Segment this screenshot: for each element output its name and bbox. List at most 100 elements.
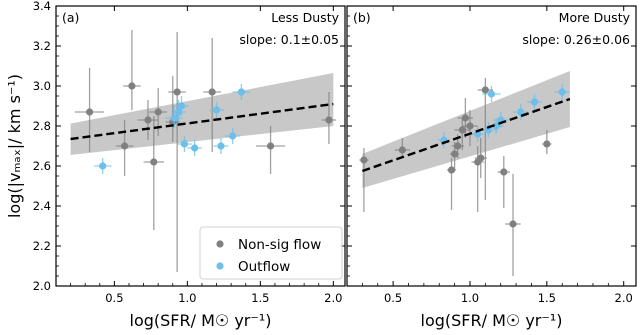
panel-b-outflow-marker-6 [517,108,525,116]
panel-b-outflow-marker-1 [474,130,482,138]
panel-b-outflow-point-8 [554,84,570,100]
panel-b-label: (b) [353,10,371,25]
panel-a-outflow-marker-4 [180,140,189,148]
panel-b-non-sig-flow-point-13 [542,130,552,154]
panel-a-x-tick-label-1: 1.0 [178,291,196,305]
y-axis-label: log(|vₘₐₓ|/ km s⁻¹) [5,74,24,218]
y-tick-label-6: 3.2 [33,39,51,53]
panel-a-non-sig-flow-marker-8 [208,88,216,96]
panel-a-non-sig-flow-marker-9 [266,142,275,150]
panel-a-label: (a) [62,10,79,25]
legend-label-non-sig-flow: Non-sig flow [238,237,321,253]
panel-b-non-sig-flow-point-10 [477,78,494,200]
panel-b-outflow-marker-7 [530,98,539,106]
panel-b-non-sig-flow-marker-7 [466,122,474,130]
panel-a-outflow-point-3 [174,96,189,116]
legend: Non-sig flow Outflow [199,226,343,280]
panel-a-outflow-marker-3 [177,102,186,110]
panel-b-data-points [359,78,570,276]
panel-a-data-points [74,30,337,272]
panel-b-x-tick-label-0: 0.5 [384,291,402,305]
panel-a-non-sig-flow-marker-1 [121,142,129,150]
panel-a-outflow-point-0 [93,158,112,174]
panel-a-fit-line [70,102,334,141]
panel-b-non-sig-flow-point-11 [497,156,510,208]
panel-b-outflow-marker-8 [558,88,566,96]
y-tick-label-0: 2.0 [33,279,51,293]
panel-a-outflow-point-2 [171,100,186,122]
panel-a-outflow-marker-9 [237,88,245,96]
panel-b-annotation: More Dusty [559,10,631,25]
panel-a-x-tick-label-0: 0.5 [105,291,123,305]
panel-a-outflow-point-4 [177,136,192,152]
panel-a-x-axis-label: log(SFR/ M☉ yr⁻¹) [130,311,272,330]
panel-a-outflow-point-1 [165,106,183,128]
panel-a-non-sig-flow-point-9 [255,126,286,174]
panel-b-slope: slope: 0.26±0.06 [522,32,630,47]
panel-b-non-sig-flow-marker-1 [398,146,406,154]
panel-a-non-sig-flow-point-2 [123,30,141,110]
panel-a-outflow-marker-6 [212,106,221,114]
panel-b-non-sig-flow-marker-10 [481,86,489,94]
panel-a-non-sig-flow-point-0 [74,68,105,152]
panel-b-non-sig-flow-marker-9 [477,154,485,162]
panel-a-outflow-point-8 [225,128,240,144]
panel-a-confidence-band [70,73,334,155]
panel-a-non-sig-flow-marker-4 [150,158,158,166]
panel-a-axes: 0.5 1.0 1.5 2.0 2.0 2.2 2.4 2.6 2.8 3.0 3.2 3.4 [33,0,345,305]
panel-a-non-sig-flow-marker-2 [128,82,136,90]
panel-a-non-sig-flow-point-8 [203,38,221,152]
panel-a-outflow-marker-8 [229,132,237,140]
panel-b-non-sig-flow-marker-12 [509,220,517,228]
panel-b-non-sig-flow-point-0 [359,148,369,212]
panel-a-non-sig-flow-point-10 [321,92,337,144]
panel-b-axes: 0.5 1.0 1.5 2.0 [346,5,636,305]
panel-b-non-sig-flow-point-7 [462,110,478,146]
panel-b-outflow-point-2 [482,122,495,138]
y-tick-label-3: 2.6 [33,159,51,173]
panel-b-fit-line [361,97,571,173]
panel-a-x-tick-label-2: 1.5 [251,291,269,305]
legend-box [199,226,343,280]
panel-b-non-sig-flow-marker-5 [458,126,466,134]
panel-a-x-tick-label-3: 2.0 [324,291,342,305]
panel-a-non-sig-flow-point-7 [168,32,186,272]
panel-b-outflow-point-6 [513,104,529,120]
panel-b-outflow-marker-3 [487,90,496,98]
panel-a-outflow-point-6 [209,102,224,118]
panel-b-x-axis-label: log(SFR/ M☉ yr⁻¹) [421,311,563,330]
panel-a-outflow-marker-2 [175,108,183,116]
legend-marker-outflow [216,262,224,270]
panel-a-non-sig-flow-point-3 [137,100,159,140]
panel-b-outflow-point-3 [482,86,501,102]
panel-a-outflow-marker-1 [170,114,178,122]
y-tick-label-2: 2.4 [33,199,51,213]
panel-b-x-tick-label-3: 2.0 [615,291,633,305]
panel-b-non-sig-flow-point-12 [505,174,521,276]
panel-a-outflow-point-9 [232,84,251,100]
y-tick-label-4: 2.8 [33,119,51,133]
panel-b-non-sig-flow-marker-6 [461,114,469,122]
panel-a-non-sig-flow-marker-3 [144,116,152,124]
panel-a-outflow-marker-7 [217,142,225,150]
legend-label-outflow: Outflow [238,259,290,275]
panel-b-non-sig-flow-marker-3 [451,150,459,158]
panel-a-non-sig-flow-marker-10 [325,116,333,124]
y-tick-label-7: 3.4 [33,0,51,13]
panel-a-outflow-marker-5 [191,144,199,152]
panel-b: 0.5 1.0 1.5 2.0 (b) More Dusty slope: 0.26±… [346,5,637,330]
panel-b-non-sig-flow-marker-11 [500,168,508,176]
panel-b-x-tick-label-1: 1.0 [461,291,479,305]
y-tick-label-1: 2.2 [33,239,51,253]
panel-a-slope: slope: 0.1±0.05 [239,32,339,47]
panel-a-non-sig-flow-point-4 [143,116,165,230]
panel-b-non-sig-flow-point-1 [394,138,411,158]
panel-a-outflow-marker-0 [99,162,107,170]
y-tick-label-5: 3.0 [33,79,51,93]
panel-a-outflow-point-5 [187,140,202,156]
panel-b-non-sig-flow-marker-2 [447,166,456,174]
panel-b-non-sig-flow-marker-13 [543,140,551,148]
panel-a-non-sig-flow-marker-5 [154,108,162,116]
panel-b-non-sig-flow-marker-0 [360,156,368,164]
